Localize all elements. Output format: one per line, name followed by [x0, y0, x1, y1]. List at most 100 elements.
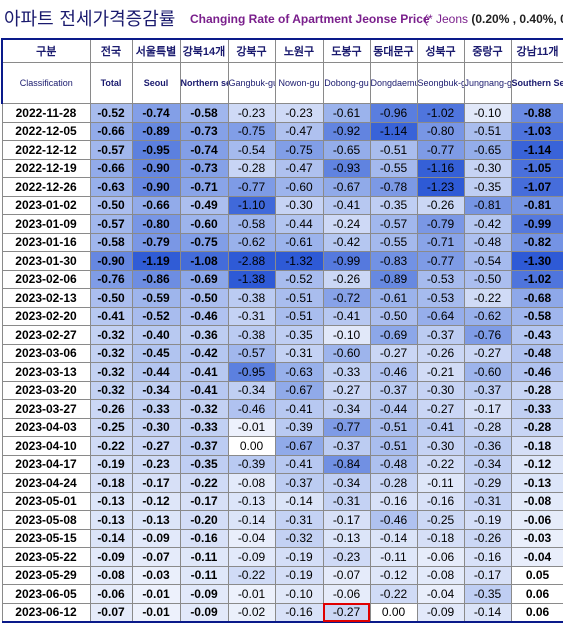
table-row: 2023-02-20 -0.41 -0.52 -0.46 -0.31 -0.51 -0.41… — [1, 306, 563, 326]
rate-cell: 0.00 — [227, 436, 276, 456]
rate-cell: -0.49 — [179, 195, 229, 215]
rate-cell: -0.18 — [416, 528, 465, 548]
rate-cell: -0.71 — [179, 177, 229, 197]
rate-cell: -0.93 — [322, 158, 371, 178]
rate-cell: -0.48 — [369, 454, 418, 474]
rate-cell: -0.19 — [274, 547, 324, 567]
rate-cell: -0.83 — [369, 251, 418, 271]
rate-cell: -1.02 — [416, 103, 465, 123]
rate-cell: -0.31 — [322, 491, 371, 511]
table-row: 2023-05-08 -0.13 -0.13 -0.20 -0.14 -0.31 -0.17… — [1, 510, 563, 530]
rate-cell: -0.13 — [89, 491, 133, 511]
rate-cell: -0.26 — [416, 343, 465, 363]
rate-cell: -0.64 — [416, 306, 465, 326]
rate-cell: -0.17 — [463, 565, 512, 585]
column-header-english: Jungnang-gu — [463, 62, 512, 104]
table-row: 2023-05-01 -0.13 -0.12 -0.17 -0.13 -0.14 -0.31… — [1, 491, 563, 511]
row-date: 2022-12-19 — [1, 158, 91, 178]
column-header-korean: 도봉구 — [322, 38, 371, 63]
rate-cell: -0.50 — [463, 269, 512, 289]
rate-cell: -1.02 — [510, 269, 563, 289]
rate-cell: -0.79 — [416, 214, 465, 234]
rate-cell: -0.37 — [274, 473, 324, 493]
row-date: 2022-12-12 — [1, 140, 91, 160]
rate-cell: -0.04 — [227, 528, 276, 548]
rate-cell: -0.95 — [227, 362, 276, 382]
column-header-korean: 강북구 — [227, 38, 276, 63]
rate-cell: -0.75 — [274, 140, 324, 160]
row-date: 2023-04-10 — [1, 436, 91, 456]
rate-cell: -0.37 — [179, 436, 229, 456]
rate-cell: -0.58 — [89, 232, 133, 252]
rate-cell: -0.50 — [89, 288, 133, 308]
rate-cell: -0.36 — [179, 325, 229, 345]
rate-cell: -0.38 — [227, 325, 276, 345]
rate-cell: -0.44 — [274, 214, 324, 234]
column-header-english: Gangbuk-gu — [227, 62, 276, 104]
rate-cell: -0.41 — [416, 417, 465, 437]
rate-cell: -0.14 — [369, 528, 418, 548]
rate-cell: -0.23 — [131, 454, 181, 474]
rate-cell: -0.88 — [510, 103, 563, 123]
rate-cell: -0.35 — [274, 325, 324, 345]
jeonse-rate-table: 구분 전국 서울특별 강북14개 강북구 노원구 도봉구 동대문구 성북구 중랑구 강남11개 Cl… — [1, 38, 563, 623]
row-date: 2022-11-28 — [1, 103, 91, 123]
rate-cell: -0.34 — [131, 380, 181, 400]
rate-cell: -0.22 — [369, 584, 418, 604]
rate-cell: -1.07 — [510, 177, 563, 197]
rate-cell: -0.48 — [510, 343, 563, 363]
rate-cell: -0.68 — [510, 288, 563, 308]
rate-cell: -0.32 — [89, 343, 133, 363]
rate-cell: -0.55 — [369, 232, 418, 252]
rate-cell: -0.77 — [227, 177, 276, 197]
rate-cell: -0.51 — [369, 436, 418, 456]
rate-cell: -0.73 — [179, 158, 229, 178]
rate-cell: -0.66 — [89, 121, 133, 141]
table-row: 2023-04-10 -0.22 -0.27 -0.37 0.00 -0.67 -0.37-… — [1, 436, 563, 456]
rate-cell: -0.24 — [322, 214, 371, 234]
rate-cell: -0.52 — [131, 306, 181, 326]
rate-cell: -0.43 — [510, 325, 563, 345]
title-note-values: (0.20% , 0.40%, 0.6 — [471, 12, 563, 26]
row-date: 2023-03-20 — [1, 380, 91, 400]
rate-cell: -0.13 — [322, 528, 371, 548]
rate-cell: -0.17 — [463, 399, 512, 419]
rate-cell: -0.57 — [369, 214, 418, 234]
rate-cell: -0.22 — [89, 436, 133, 456]
rate-cell: -0.18 — [89, 473, 133, 493]
rate-cell: -0.38 — [227, 288, 276, 308]
rate-cell: -0.44 — [369, 399, 418, 419]
table-body: 2022-11-28 -0.52 -0.74 -0.58 -0.23 -0.23 -0.61… — [1, 103, 563, 623]
rate-cell: -0.01 — [227, 584, 276, 604]
row-date: 2023-04-17 — [1, 454, 91, 474]
rate-cell: -0.11 — [179, 565, 229, 585]
rate-cell: -0.45 — [131, 343, 181, 363]
table-row: 2023-01-16 -0.58 -0.79 -0.75 -0.62 -0.61 -0.42… — [1, 232, 563, 252]
rate-cell: -0.25 — [416, 510, 465, 530]
rate-cell: -0.57 — [227, 343, 276, 363]
rate-cell: -0.44 — [131, 362, 181, 382]
rate-cell: -0.08 — [510, 491, 563, 511]
rate-cell: -0.41 — [179, 380, 229, 400]
rate-cell: -0.99 — [510, 214, 563, 234]
rate-cell: -0.20 — [179, 510, 229, 530]
row-date: 2023-01-02 — [1, 195, 91, 215]
rate-cell: -0.28 — [369, 473, 418, 493]
row-date: 2023-05-22 — [1, 547, 91, 567]
table-row: 2023-02-27 -0.32 -0.40 -0.36 -0.38 -0.35 -0.10… — [1, 325, 563, 345]
rate-cell: -0.23 — [227, 103, 276, 123]
row-date: 2023-01-30 — [1, 251, 91, 271]
rate-cell: -0.67 — [274, 380, 324, 400]
rate-cell: -0.47 — [274, 121, 324, 141]
rate-cell: -0.32 — [179, 399, 229, 419]
rate-cell: -0.23 — [322, 547, 371, 567]
column-header-english: Nowon-gu — [274, 62, 324, 104]
rate-cell: -0.76 — [463, 325, 512, 345]
rate-cell: -0.77 — [416, 140, 465, 160]
rate-cell: -0.13 — [89, 510, 133, 530]
row-date: 2023-02-20 — [1, 306, 91, 326]
column-header-english: Dongdaemun-gu — [369, 62, 418, 104]
rate-cell: -0.27 — [416, 399, 465, 419]
rate-cell: -0.09 — [89, 547, 133, 567]
rate-cell: 0.05 — [510, 565, 563, 585]
